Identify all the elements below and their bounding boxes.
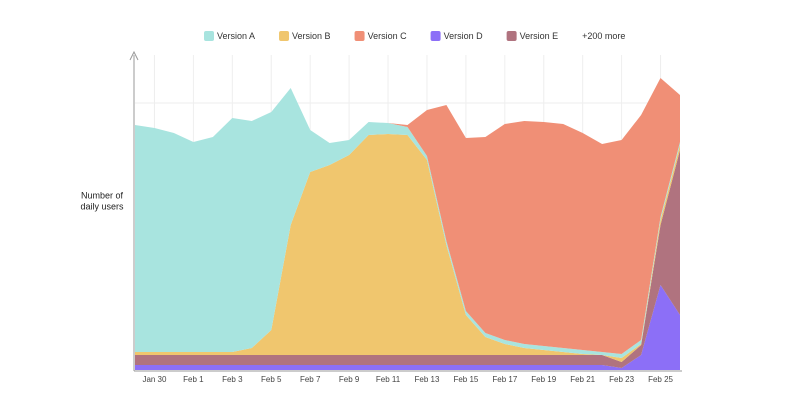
x-tick-label: Feb 17 [492, 375, 517, 384]
legend-label: Version E [520, 31, 559, 41]
x-tick-label: Feb 1 [183, 375, 204, 384]
x-tick-label: Feb 19 [531, 375, 556, 384]
legend-swatch [354, 31, 365, 41]
y-axis-arrow [129, 50, 139, 61]
legend-label: Version A [217, 31, 255, 41]
area [135, 88, 680, 358]
legend: Version A Version B Version C Version D Vers… [204, 31, 625, 41]
legend-label: Version B [292, 31, 331, 41]
x-tick-label: Jan 30 [142, 375, 167, 384]
area [135, 134, 680, 362]
y-axis-label: daily users [80, 201, 124, 211]
x-tick-label: Feb 21 [570, 375, 595, 384]
x-tick-label: Feb 25 [648, 375, 673, 384]
areas [135, 78, 680, 370]
legend-more: +200 more [582, 31, 625, 41]
legend-label: Version C [368, 31, 408, 41]
y-axis-label: Number of [81, 190, 124, 200]
x-tick-label: Feb 3 [222, 375, 243, 384]
x-tick-label: Feb 9 [339, 375, 360, 384]
x-tick-label: Feb 15 [453, 375, 478, 384]
legend-swatch [279, 31, 290, 41]
x-tick-label: Feb 7 [300, 375, 321, 384]
x-tick-label: Feb 5 [261, 375, 282, 384]
area [135, 78, 680, 354]
x-ticks: Jan 30 Feb 1 Feb 3 Feb 5 Feb 7 Feb 9 Feb 11 Feb… [142, 375, 673, 384]
legend-swatch [506, 31, 517, 41]
x-tick-label: Feb 13 [415, 375, 440, 384]
x-tick-label: Feb 11 [376, 375, 401, 384]
legend-label: Version D [444, 31, 484, 41]
legend-swatch [204, 31, 214, 41]
x-tick-label: Feb 23 [609, 375, 634, 384]
legend-swatch [430, 31, 441, 41]
